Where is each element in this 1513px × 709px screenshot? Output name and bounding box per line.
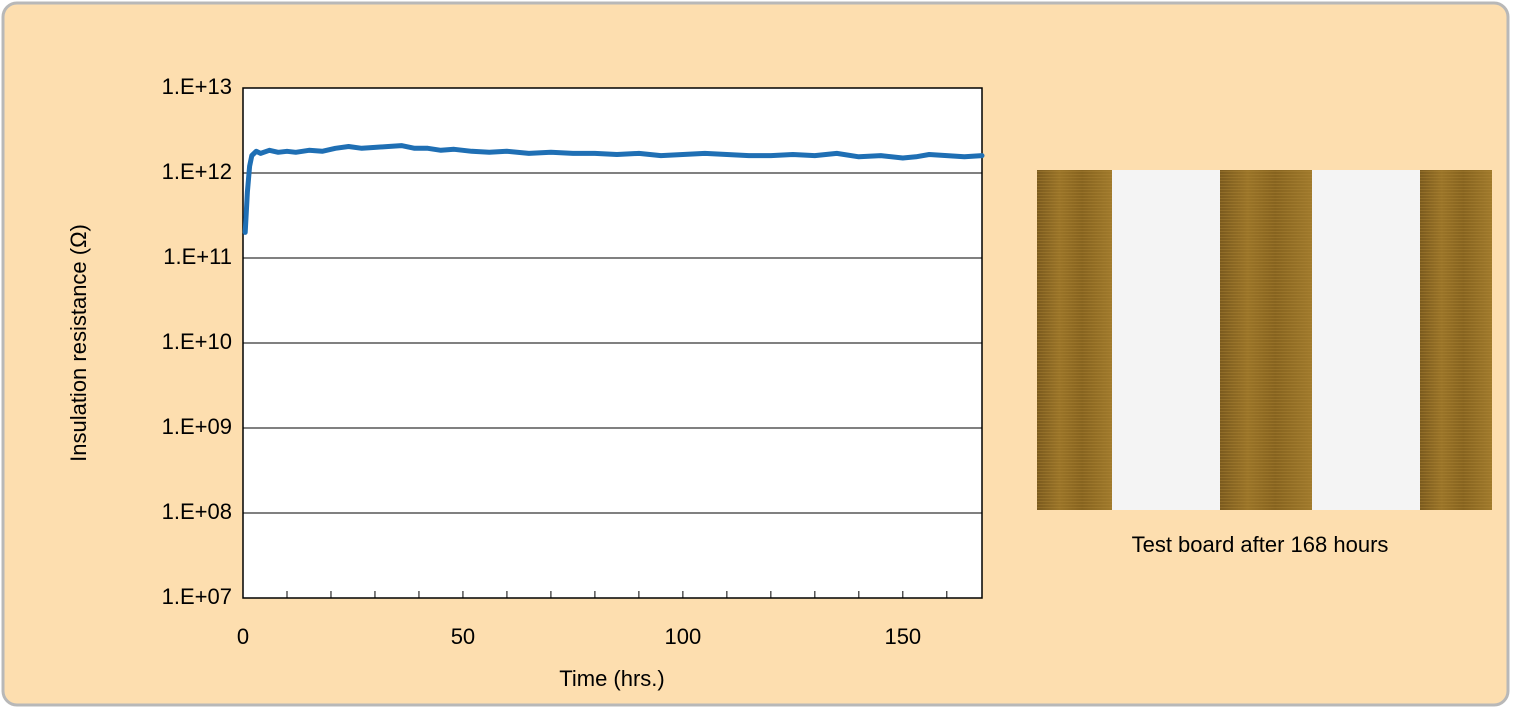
photo-caption: Test board after 168 hours <box>1132 532 1389 557</box>
y-tick-label: 1.E+13 <box>162 74 232 99</box>
trace-texture <box>1420 170 1492 510</box>
plot-frame <box>242 87 983 599</box>
x-axis-title: Time (hrs.) <box>559 666 665 691</box>
trace-texture <box>1037 170 1112 510</box>
y-tick-label: 1.E+08 <box>162 499 232 524</box>
board-photo <box>1037 170 1492 510</box>
x-tick-label: 0 <box>237 624 249 649</box>
data-line <box>242 143 985 235</box>
y-tick-label: 1.E+12 <box>162 159 232 184</box>
y-axis-title: Insulation resistance (Ω) <box>66 224 91 462</box>
x-tick-label: 100 <box>665 624 702 649</box>
y-tick-label: 1.E+09 <box>162 414 232 439</box>
x-tick-label: 150 <box>884 624 921 649</box>
trace-texture <box>1220 170 1312 510</box>
y-tick-label: 1.E+10 <box>162 329 232 354</box>
x-tick-label: 50 <box>451 624 475 649</box>
y-tick-label: 1.E+07 <box>162 584 232 609</box>
y-tick-label: 1.E+11 <box>163 244 232 269</box>
